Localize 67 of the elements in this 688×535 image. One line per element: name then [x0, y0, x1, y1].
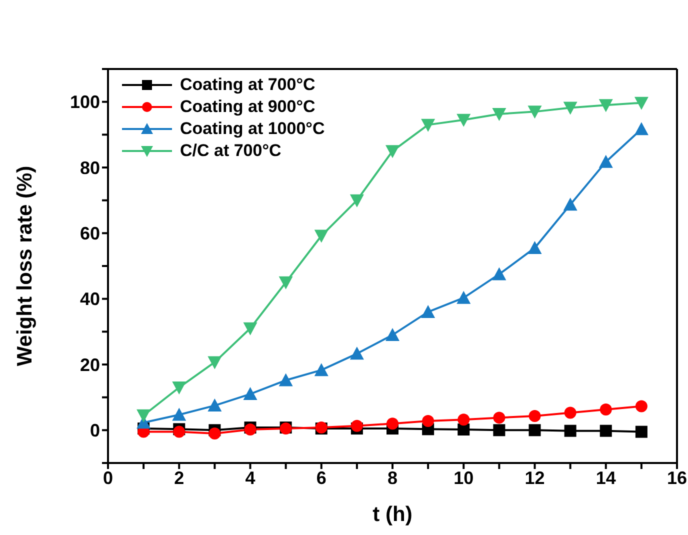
point — [528, 106, 542, 119]
point — [563, 102, 578, 115]
point — [492, 108, 506, 121]
point — [243, 322, 258, 336]
point — [458, 424, 470, 436]
point — [635, 400, 648, 412]
x-tick-label: 6 — [316, 468, 326, 488]
x-axis-title: t (h) — [372, 503, 412, 526]
point — [208, 356, 222, 370]
point — [600, 403, 612, 416]
point — [386, 328, 400, 341]
point — [172, 381, 186, 394]
y-tick-label: 100 — [70, 92, 100, 112]
y-tick-label: 40 — [80, 289, 100, 310]
point — [634, 96, 648, 110]
point — [528, 240, 542, 254]
point — [243, 387, 258, 400]
point — [208, 398, 222, 412]
x-tick-label: 2 — [174, 468, 184, 488]
point — [493, 424, 506, 436]
y-tick-label: 0 — [90, 420, 100, 441]
point — [172, 408, 186, 421]
x-tick-label: 10 — [454, 468, 474, 488]
point — [278, 373, 293, 386]
x-tick-label: 16 — [666, 468, 688, 488]
legend-label: Coating at 700°C — [180, 74, 316, 96]
point — [528, 424, 541, 436]
point — [564, 424, 576, 437]
point — [564, 406, 576, 419]
x-tick-label: 12 — [524, 468, 545, 488]
point — [314, 363, 328, 376]
point — [493, 412, 506, 424]
point — [456, 114, 471, 127]
legend-label: Coating at 1000°C — [180, 118, 325, 140]
x-tick-label: 4 — [245, 468, 256, 488]
y-tick-label: 80 — [80, 158, 100, 178]
legend-label: Coating at 900°C — [180, 96, 316, 118]
point — [421, 304, 436, 318]
point — [458, 414, 470, 426]
point — [600, 424, 612, 437]
point — [208, 427, 221, 440]
point — [563, 198, 578, 211]
y-axis-title: Weight loss rate (%) — [13, 166, 36, 366]
y-tick-label: 60 — [80, 224, 100, 244]
point — [635, 426, 648, 438]
x-tick-label: 8 — [387, 468, 398, 488]
point — [598, 99, 613, 112]
point — [422, 414, 434, 427]
point — [456, 290, 471, 304]
point — [350, 420, 363, 432]
point — [492, 267, 506, 280]
y-tick-label: 20 — [80, 354, 100, 375]
x-tick-label: 14 — [596, 468, 616, 488]
point — [350, 194, 364, 208]
point — [421, 118, 436, 132]
x-tick-label: 0 — [102, 468, 114, 488]
point — [173, 426, 186, 438]
point — [634, 122, 648, 136]
point — [278, 276, 293, 290]
point — [528, 410, 541, 422]
point — [386, 418, 398, 430]
legend-label: C/C at 700°C — [180, 140, 282, 162]
point — [314, 230, 328, 243]
point — [350, 346, 364, 360]
point — [386, 145, 400, 158]
point — [136, 409, 151, 422]
point — [598, 154, 613, 168]
